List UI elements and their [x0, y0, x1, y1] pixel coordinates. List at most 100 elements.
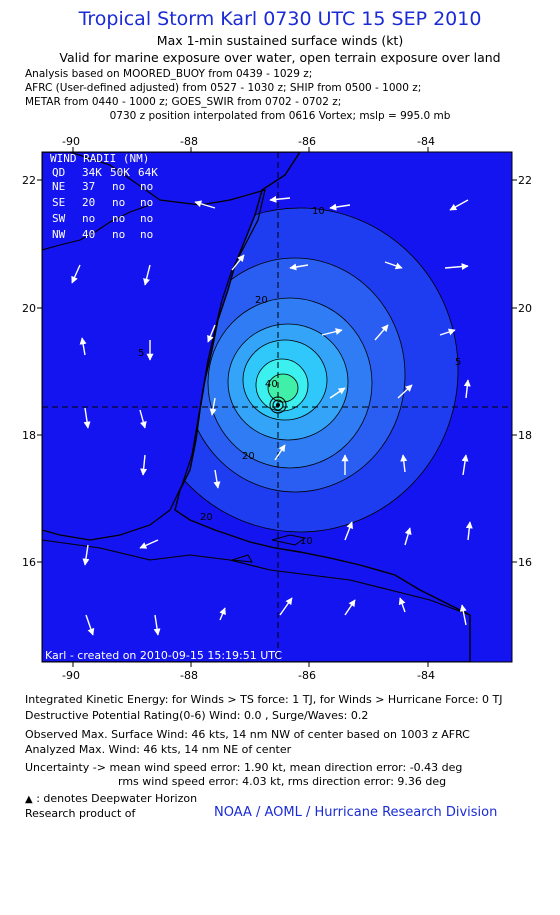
wind-arrow: [397, 384, 413, 399]
lat-tick-label: 18: [518, 429, 532, 442]
wind-arrow: [384, 261, 403, 270]
wind-arrow: [209, 397, 217, 416]
observed-max-wind: Observed Max. Surface Wind: 46 kts, 14 n…: [25, 728, 470, 741]
lon-tick-label: -86: [298, 135, 316, 148]
wind-arrow: [329, 387, 346, 399]
contour-label: 20: [255, 295, 268, 306]
lat-axis-left: 22 20 18 16: [22, 174, 42, 569]
wind-arrow: [82, 544, 90, 566]
lon-tick-label: -86: [298, 669, 316, 682]
wind-arrow: [279, 597, 293, 616]
oil-rig-icon: ▲: [25, 794, 33, 805]
wind-radii-header: QD: [52, 166, 65, 179]
lon-tick-label: -90: [62, 669, 80, 682]
deepwater-note: ▲ : denotes Deepwater Horizon: [25, 792, 197, 805]
lon-tick-label: -84: [417, 669, 435, 682]
lat-tick-label: 22: [22, 174, 36, 187]
lon-axis-bottom: -90 -88 -86 -84: [62, 662, 435, 682]
ike-line: Integrated Kinetic Energy: for Winds > T…: [25, 693, 503, 706]
map-credit: Karl - created on 2010-09-15 15:19:51 UT…: [45, 649, 282, 662]
wind-arrow: [143, 264, 151, 286]
dpr-line: Destructive Potential Rating(0-6) Wind: …: [25, 709, 369, 722]
wind-arrow: [444, 263, 469, 271]
analysis-line-3: METAR from 0440 - 1000 z; GOES_SWIR from…: [25, 96, 342, 108]
contour-label: 10: [300, 536, 313, 547]
lon-tick-label: -88: [180, 669, 198, 682]
lat-tick-label: 20: [518, 302, 532, 315]
wind-arrow: [344, 521, 353, 541]
contour-label: 20: [242, 451, 255, 462]
wind-radii-cell: SW: [52, 212, 66, 225]
wind-contours: 10 20 5 20 40 10 20 5: [42, 152, 512, 662]
lat-axis-right: 22 20 18 16: [512, 174, 532, 569]
wind-arrow: [269, 195, 291, 203]
wind-arrow: [139, 539, 159, 549]
wind-arrow: [463, 379, 471, 399]
wind-arrow: [374, 324, 389, 341]
wind-radii-cell: no: [140, 228, 153, 241]
wind-radii-cell: SE: [52, 196, 65, 209]
wind-arrow: [465, 521, 473, 541]
wind-arrow: [344, 599, 356, 616]
wind-arrow: [140, 454, 148, 476]
wind-arrow: [71, 264, 81, 284]
wind-radii-cell: no: [112, 180, 125, 193]
wind-radii-cell: 20: [82, 196, 95, 209]
contour-label: 5: [455, 357, 461, 368]
deepwater-label: : denotes Deepwater Horizon: [36, 792, 198, 805]
wind-radii-title: WIND RADII (NM): [50, 152, 149, 165]
subtitle-exposure: Valid for marine exposure over water, op…: [59, 50, 501, 65]
wind-arrow: [139, 409, 147, 429]
lat-tick-label: 22: [518, 174, 532, 187]
wind-arrow: [459, 604, 467, 626]
wind-vectors: [71, 195, 473, 636]
wind-radii-cell: no: [140, 196, 153, 209]
contour-label: 5: [138, 348, 144, 359]
wind-arrow: [321, 328, 343, 336]
wind-arrow: [231, 254, 245, 271]
lat-tick-label: 16: [518, 556, 532, 569]
wind-arrow: [213, 469, 221, 489]
wind-radii-header: 50K: [110, 166, 130, 179]
wind-arrow: [85, 614, 95, 636]
wind-radii-cell: no: [140, 180, 153, 193]
analysis-line-1: Analysis based on MOORED_BUOY from 0439 …: [25, 68, 313, 80]
wind-arrow: [439, 328, 456, 336]
wind-arrow: [207, 324, 216, 343]
lon-tick-label: -88: [180, 135, 198, 148]
analysis-line-2: AFRC (User-defined adjusted) from 0527 -…: [25, 82, 422, 94]
position-line: 0730 z position interpolated from 0616 V…: [109, 110, 451, 122]
wind-radii-header: 34K: [82, 166, 102, 179]
lon-axis-top: -90 -88 -86 -84: [62, 135, 435, 152]
wind-radii-cell: no: [112, 212, 125, 225]
wind-arrow: [194, 200, 216, 209]
wind-radii-cell: NE: [52, 180, 65, 193]
lat-tick-label: 18: [22, 429, 36, 442]
page-title: Tropical Storm Karl 0730 UTC 15 SEP 2010: [78, 8, 482, 30]
lon-tick-label: -84: [417, 135, 435, 148]
wind-radii-cell: 40: [82, 228, 95, 241]
lon-tick-label: -90: [62, 135, 80, 148]
wind-radii-cell: no: [112, 228, 125, 241]
uncertainty-line-1: Uncertainty -> mean wind speed error: 1.…: [25, 761, 463, 774]
contour-45kt: [268, 374, 298, 402]
wind-arrow: [83, 407, 91, 429]
wind-radii-cell: no: [112, 196, 125, 209]
noaa-credit: NOAA / AOML / Hurricane Research Divisio…: [214, 805, 498, 820]
wind-arrow: [398, 597, 406, 613]
contour-label: 40: [265, 379, 278, 390]
wind-arrow: [400, 454, 408, 473]
wind-arrow: [219, 607, 226, 621]
wind-analysis-map: 10 20 5 20 40 10 20 5: [22, 135, 532, 682]
uncertainty-line-2: rms wind speed error: 4.03 kt, rms direc…: [118, 775, 447, 788]
wind-radii-cell: no: [82, 212, 95, 225]
lat-tick-label: 16: [22, 556, 36, 569]
wind-radii-cell: NW: [52, 228, 66, 241]
analyzed-max-wind: Analyzed Max. Wind: 46 kts, 14 nm NE of …: [25, 743, 292, 756]
wind-radii-table: WIND RADII (NM) QD 34K 50K 64K NE 37 no …: [50, 152, 158, 241]
wind-arrow: [449, 199, 469, 211]
wind-arrow: [274, 444, 286, 461]
wind-radii-header: 64K: [138, 166, 158, 179]
wind-arrow: [461, 454, 469, 476]
wind-arrow: [289, 263, 309, 271]
